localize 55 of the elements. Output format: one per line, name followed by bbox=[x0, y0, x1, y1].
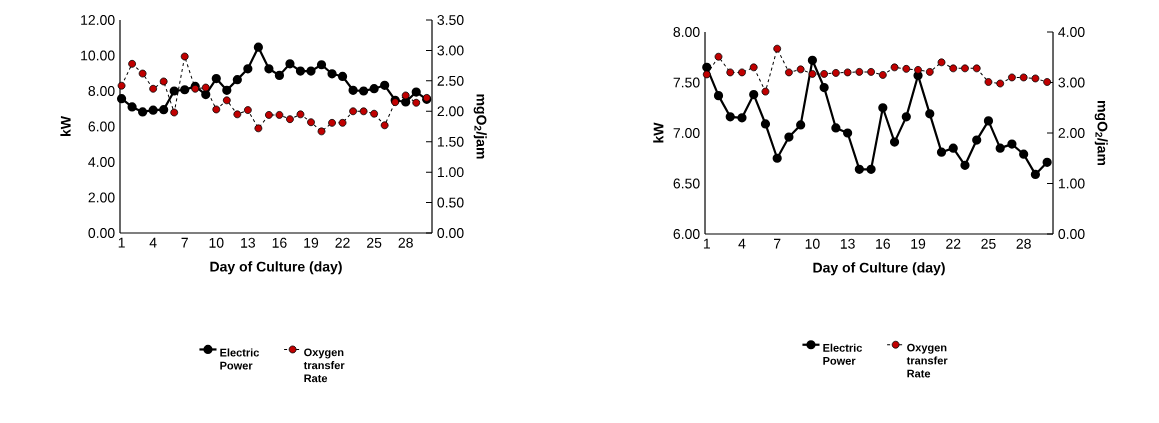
y2-tick-label: 1.50 bbox=[437, 136, 464, 147]
y2-tick-label: 3.50 bbox=[437, 15, 464, 25]
y2-tick-label: 0.50 bbox=[437, 197, 464, 208]
x-tick-label: 22 bbox=[335, 237, 350, 248]
x-tick-label: 16 bbox=[876, 238, 890, 249]
y-tick-label: 6.00 bbox=[673, 229, 700, 239]
x-tick-label: 7 bbox=[774, 238, 781, 249]
y-tick-label: 2.00 bbox=[88, 192, 115, 203]
x-tick-label: 13 bbox=[241, 237, 256, 248]
x-tick-label: 22 bbox=[946, 238, 961, 249]
x-tick-label: 4 bbox=[149, 237, 157, 248]
y-tick-label: 7.00 bbox=[673, 128, 700, 138]
x-tick-label: 19 bbox=[911, 238, 926, 249]
legend-label: Oxygen transfer Rate bbox=[906, 343, 948, 378]
y-tick-label: 10.00 bbox=[81, 50, 115, 61]
y2-tick-label: 0.00 bbox=[437, 228, 464, 238]
x-tick-label: 10 bbox=[805, 238, 820, 249]
y2-tick-label: 3.00 bbox=[1058, 77, 1085, 88]
y2-axis-title: mgO$_{2}$/jam bbox=[473, 94, 487, 159]
y2-tick-label: 1.00 bbox=[1058, 178, 1085, 189]
y2-tick-label: 2.00 bbox=[1058, 128, 1085, 138]
x-tick-label: 1 bbox=[118, 237, 125, 248]
x-tick-label: 7 bbox=[181, 237, 188, 248]
x-axis-title: Day of Culture (day) bbox=[813, 262, 945, 276]
legend-label: Oxygen transfer Rate bbox=[303, 348, 345, 383]
y2-tick-label: 2.00 bbox=[437, 106, 464, 117]
legend-label: Electric Power bbox=[823, 343, 863, 365]
x-tick-label: 16 bbox=[272, 237, 287, 248]
x-axis-title: Day of Culture (day) bbox=[210, 261, 342, 275]
y2-axis-title: mgO$_{2}$/jam bbox=[1094, 101, 1108, 166]
y-tick-label: 0.00 bbox=[88, 228, 115, 238]
y2-tick-label: 4.00 bbox=[1058, 27, 1085, 37]
y-tick-label: 8.00 bbox=[673, 27, 700, 37]
x-tick-label: 28 bbox=[398, 237, 413, 248]
x-tick-label: 25 bbox=[981, 238, 996, 249]
y-tick-label: 6.50 bbox=[673, 178, 700, 189]
x-tick-label: 1 bbox=[703, 238, 710, 249]
x-tick-label: 25 bbox=[367, 237, 382, 248]
y-tick-label: 4.00 bbox=[88, 157, 115, 167]
y-axis-title: kW bbox=[60, 116, 71, 137]
y2-tick-label: 3.00 bbox=[437, 45, 464, 56]
y-tick-label: 7.50 bbox=[673, 77, 700, 88]
y-axis-title: kW bbox=[653, 122, 664, 143]
x-tick-label: 28 bbox=[1016, 238, 1031, 249]
y-tick-label: 6.00 bbox=[88, 121, 115, 132]
y-tick-label: 12.00 bbox=[81, 15, 115, 25]
legend-label: Electric Power bbox=[220, 348, 260, 370]
x-tick-label: 19 bbox=[304, 237, 319, 248]
y2-tick-label: 1.00 bbox=[437, 167, 464, 178]
y-tick-label: 8.00 bbox=[88, 86, 115, 96]
x-tick-label: 13 bbox=[840, 238, 855, 249]
y2-tick-label: 2.50 bbox=[437, 75, 464, 86]
x-tick-label: 10 bbox=[209, 237, 224, 248]
x-tick-label: 4 bbox=[738, 238, 746, 249]
y2-tick-label: 0.00 bbox=[1058, 229, 1085, 239]
